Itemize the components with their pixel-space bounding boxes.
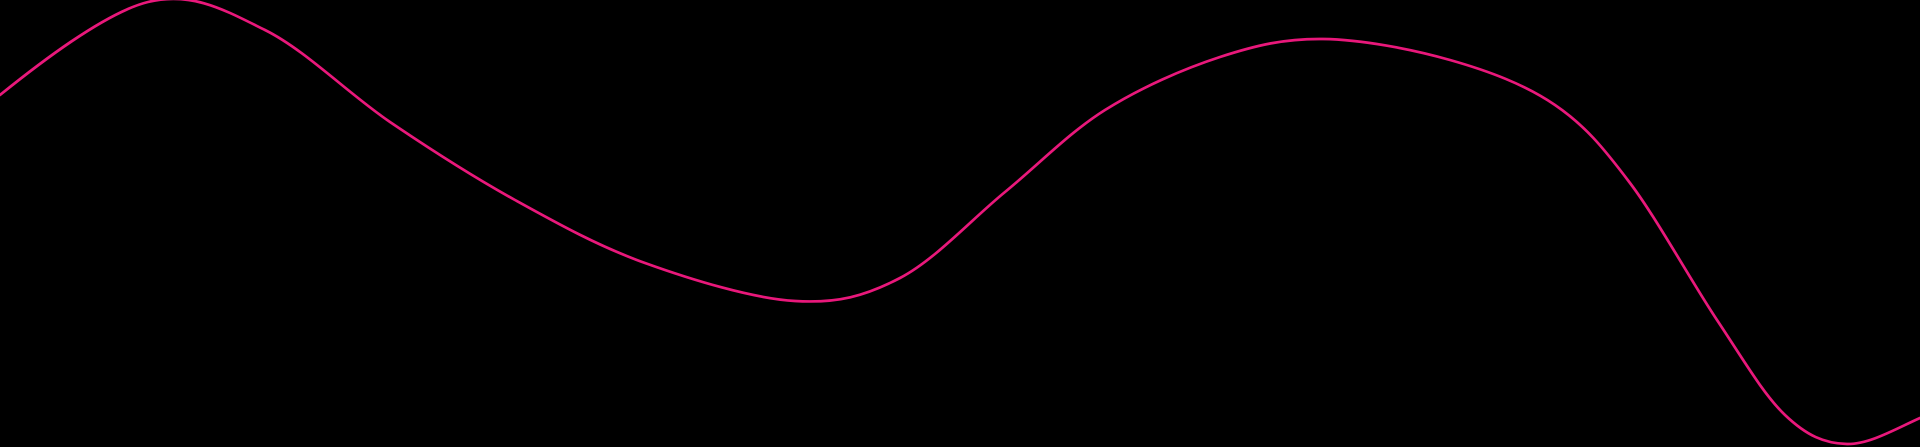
pink-curve-line (0, 0, 1920, 446)
curve-plot (0, 0, 1920, 446)
black-canvas (0, 0, 1920, 446)
